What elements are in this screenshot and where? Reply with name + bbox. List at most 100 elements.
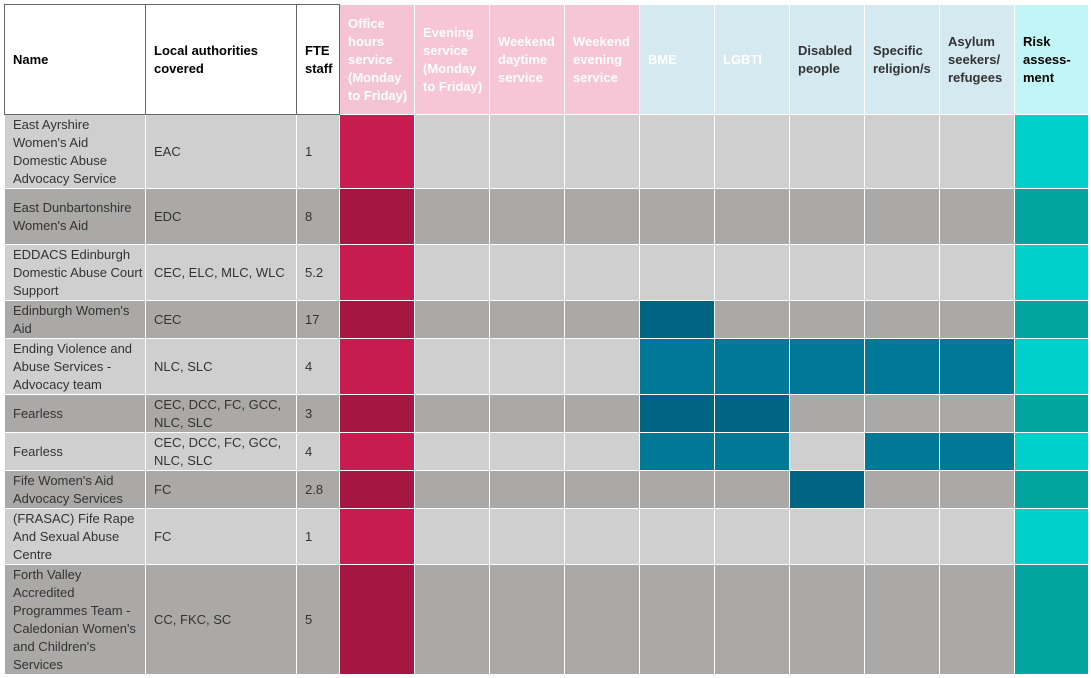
header-bme: BME: [639, 4, 715, 115]
header-name: Name: [4, 4, 146, 115]
cell-bme: [639, 338, 715, 395]
cell-disabled: [789, 188, 865, 245]
cell-name: EDDACS Edinburgh Domestic Abuse Court Su…: [4, 244, 146, 301]
cell-local-authorities: FC: [145, 470, 297, 509]
cell-office: [339, 432, 415, 471]
cell-wkd-eve: [564, 508, 640, 565]
cell-bme: [639, 470, 715, 509]
header-weekend-daytime: Weekend daytime service: [489, 4, 565, 115]
header-local-authorities: Local authorities covered: [145, 4, 297, 115]
services-table: Name Local authorities covered FTE staff…: [4, 4, 1089, 675]
table-row: (FRASAC) Fife Rape And Sexual Abuse Cent…: [4, 508, 1089, 565]
cell-asylum: [939, 508, 1015, 565]
table-row: Forth Valley Accredited Programmes Team …: [4, 564, 1089, 675]
cell-bme: [639, 564, 715, 675]
table-row: Fearless CEC, DCC, FC, GCC, NLC, SLC 4: [4, 432, 1089, 471]
cell-religion: [864, 432, 940, 471]
cell-local-authorities: CEC, DCC, FC, GCC, NLC, SLC: [145, 432, 297, 471]
table-row: East Dunbartonshire Women's Aid EDC 8: [4, 188, 1089, 245]
cell-fte: 17: [296, 300, 340, 339]
cell-risk: [1014, 244, 1089, 301]
cell-religion: [864, 394, 940, 433]
cell-wkd-day: [489, 394, 565, 433]
cell-religion: [864, 338, 940, 395]
cell-local-authorities: EDC: [145, 188, 297, 245]
cell-asylum: [939, 564, 1015, 675]
cell-wkd-day: [489, 244, 565, 301]
cell-evening: [414, 300, 490, 339]
cell-name: Fife Women's Aid Advocacy Services: [4, 470, 146, 509]
cell-fte: 1: [296, 508, 340, 565]
header-risk-assessment: Risk assess-ment: [1014, 4, 1089, 115]
cell-office: [339, 114, 415, 189]
cell-evening: [414, 114, 490, 189]
cell-fte: 5.2: [296, 244, 340, 301]
cell-risk: [1014, 394, 1089, 433]
cell-office: [339, 470, 415, 509]
cell-wkd-eve: [564, 338, 640, 395]
cell-wkd-day: [489, 564, 565, 675]
cell-religion: [864, 470, 940, 509]
header-asylum: Asylum seekers/ refugees: [939, 4, 1015, 115]
cell-risk: [1014, 564, 1089, 675]
cell-wkd-eve: [564, 244, 640, 301]
cell-evening: [414, 508, 490, 565]
cell-lgbti: [714, 432, 790, 471]
table-row: EDDACS Edinburgh Domestic Abuse Court Su…: [4, 244, 1089, 301]
cell-office: [339, 244, 415, 301]
cell-local-authorities: NLC, SLC: [145, 338, 297, 395]
header-row: Name Local authorities covered FTE staff…: [4, 4, 1089, 115]
cell-fte: 1: [296, 114, 340, 189]
cell-wkd-eve: [564, 394, 640, 433]
cell-disabled: [789, 508, 865, 565]
cell-evening: [414, 188, 490, 245]
cell-asylum: [939, 244, 1015, 301]
cell-lgbti: [714, 394, 790, 433]
cell-office: [339, 188, 415, 245]
cell-evening: [414, 244, 490, 301]
cell-wkd-eve: [564, 564, 640, 675]
cell-disabled: [789, 114, 865, 189]
cell-disabled: [789, 394, 865, 433]
cell-wkd-eve: [564, 300, 640, 339]
cell-local-authorities: EAC: [145, 114, 297, 189]
cell-wkd-eve: [564, 114, 640, 189]
cell-name: Forth Valley Accredited Programmes Team …: [4, 564, 146, 675]
cell-disabled: [789, 564, 865, 675]
cell-wkd-day: [489, 114, 565, 189]
cell-lgbti: [714, 338, 790, 395]
cell-religion: [864, 188, 940, 245]
cell-lgbti: [714, 470, 790, 509]
cell-wkd-eve: [564, 188, 640, 245]
cell-office: [339, 394, 415, 433]
cell-lgbti: [714, 188, 790, 245]
cell-name: Fearless: [4, 432, 146, 471]
cell-bme: [639, 244, 715, 301]
cell-evening: [414, 470, 490, 509]
cell-religion: [864, 244, 940, 301]
cell-bme: [639, 188, 715, 245]
cell-evening: [414, 564, 490, 675]
cell-fte: 4: [296, 338, 340, 395]
cell-office: [339, 564, 415, 675]
cell-name: East Dunbartonshire Women's Aid: [4, 188, 146, 245]
cell-risk: [1014, 114, 1089, 189]
cell-bme: [639, 508, 715, 565]
cell-evening: [414, 394, 490, 433]
cell-disabled: [789, 300, 865, 339]
cell-asylum: [939, 338, 1015, 395]
cell-bme: [639, 432, 715, 471]
cell-wkd-day: [489, 338, 565, 395]
cell-local-authorities: CEC, ELC, MLC, WLC: [145, 244, 297, 301]
cell-asylum: [939, 470, 1015, 509]
cell-bme: [639, 394, 715, 433]
cell-local-authorities: FC: [145, 508, 297, 565]
header-office-hours: Office hours service (Monday to Friday): [339, 4, 415, 115]
cell-name: Fearless: [4, 394, 146, 433]
cell-wkd-eve: [564, 470, 640, 509]
cell-fte: 8: [296, 188, 340, 245]
cell-fte: 5: [296, 564, 340, 675]
header-disabled: Disabled people: [789, 4, 865, 115]
cell-disabled: [789, 470, 865, 509]
cell-evening: [414, 338, 490, 395]
